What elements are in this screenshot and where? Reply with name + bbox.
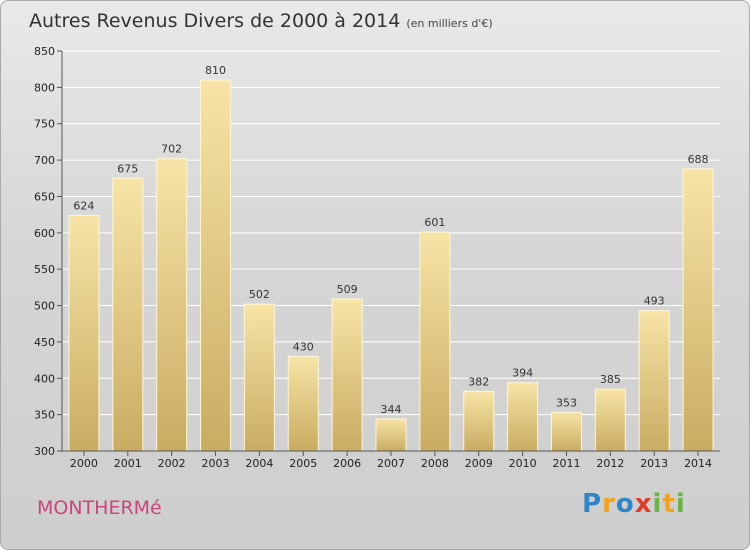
bar xyxy=(463,390,495,452)
data-label: 702 xyxy=(161,143,182,156)
x-tick-label: 2001 xyxy=(114,457,142,470)
y-tick-label: 500 xyxy=(34,300,55,313)
bar xyxy=(507,382,539,452)
data-label: 601 xyxy=(424,216,445,229)
x-tick-label: 2012 xyxy=(596,457,624,470)
x-tick-label: 2006 xyxy=(333,457,361,470)
data-label: 493 xyxy=(644,295,665,308)
proxiti-logo: Proxiti xyxy=(582,489,686,519)
y-tick-label: 550 xyxy=(34,263,55,276)
x-tick-label: 2011 xyxy=(552,457,580,470)
data-label: 353 xyxy=(556,396,577,409)
chart-subtitle: (en milliers d'€) xyxy=(406,17,493,30)
logo-letter: i xyxy=(652,489,663,519)
bar xyxy=(331,298,363,452)
y-tick-label: 800 xyxy=(34,81,55,94)
bar xyxy=(156,158,188,452)
data-label: 394 xyxy=(512,367,533,380)
x-tick-label: 2005 xyxy=(289,457,317,470)
x-tick-label: 2010 xyxy=(509,457,537,470)
x-tick-label: 2014 xyxy=(684,457,712,470)
data-label: 688 xyxy=(688,153,709,166)
logo-letter: P xyxy=(582,489,603,519)
y-tick-label: 650 xyxy=(34,190,55,203)
y-tick-label: 700 xyxy=(34,154,55,167)
x-tick-label: 2000 xyxy=(70,457,98,470)
logo-letter: x xyxy=(634,489,653,519)
x-tick-label: 2003 xyxy=(202,457,230,470)
bar xyxy=(682,168,714,452)
y-tick-label: 600 xyxy=(34,227,55,240)
bar xyxy=(419,231,451,452)
town-name: MONTHERMé xyxy=(37,497,162,519)
data-label: 509 xyxy=(337,283,358,296)
x-tick-label: 2008 xyxy=(421,457,449,470)
labels: 300 350 400 450 500 550 600 650 700 750 800 850 624 2… xyxy=(34,45,712,470)
data-label: 810 xyxy=(205,64,226,77)
data-label: 344 xyxy=(381,403,402,416)
bar xyxy=(594,388,626,452)
logo-letter: r xyxy=(602,489,616,519)
chart-title-text: Autres Revenus Divers de 2000 à 2014 xyxy=(29,10,401,32)
logo-letter: o xyxy=(615,489,635,519)
bar xyxy=(68,214,100,452)
x-tick-label: 2002 xyxy=(158,457,186,470)
y-tick-label: 450 xyxy=(34,336,55,349)
data-label: 382 xyxy=(468,375,489,388)
bar xyxy=(243,303,275,452)
y-tick-label: 750 xyxy=(34,118,55,131)
bar xyxy=(550,411,582,452)
data-label: 385 xyxy=(600,373,621,386)
bars xyxy=(68,79,714,452)
bar xyxy=(200,79,232,452)
y-tick-label: 300 xyxy=(34,445,55,458)
data-label: 430 xyxy=(293,340,314,353)
y-tick-label: 400 xyxy=(34,372,55,385)
x-tick-label: 2013 xyxy=(640,457,668,470)
axes xyxy=(57,50,720,456)
logo-letter: i xyxy=(675,489,686,519)
bar xyxy=(638,310,670,452)
y-tick-label: 350 xyxy=(34,409,55,422)
bar xyxy=(375,418,407,452)
x-tick-label: 2004 xyxy=(245,457,273,470)
logo-letter: t xyxy=(662,489,676,519)
y-tick-label: 850 xyxy=(34,45,55,58)
bar xyxy=(287,355,319,452)
x-tick-label: 2007 xyxy=(377,457,405,470)
chart-title: Autres Revenus Divers de 2000 à 2014 (en … xyxy=(29,10,493,32)
x-tick-label: 2009 xyxy=(465,457,493,470)
data-label: 675 xyxy=(117,162,138,175)
data-label: 502 xyxy=(249,288,270,301)
bar xyxy=(112,177,144,452)
data-label: 624 xyxy=(73,199,94,212)
